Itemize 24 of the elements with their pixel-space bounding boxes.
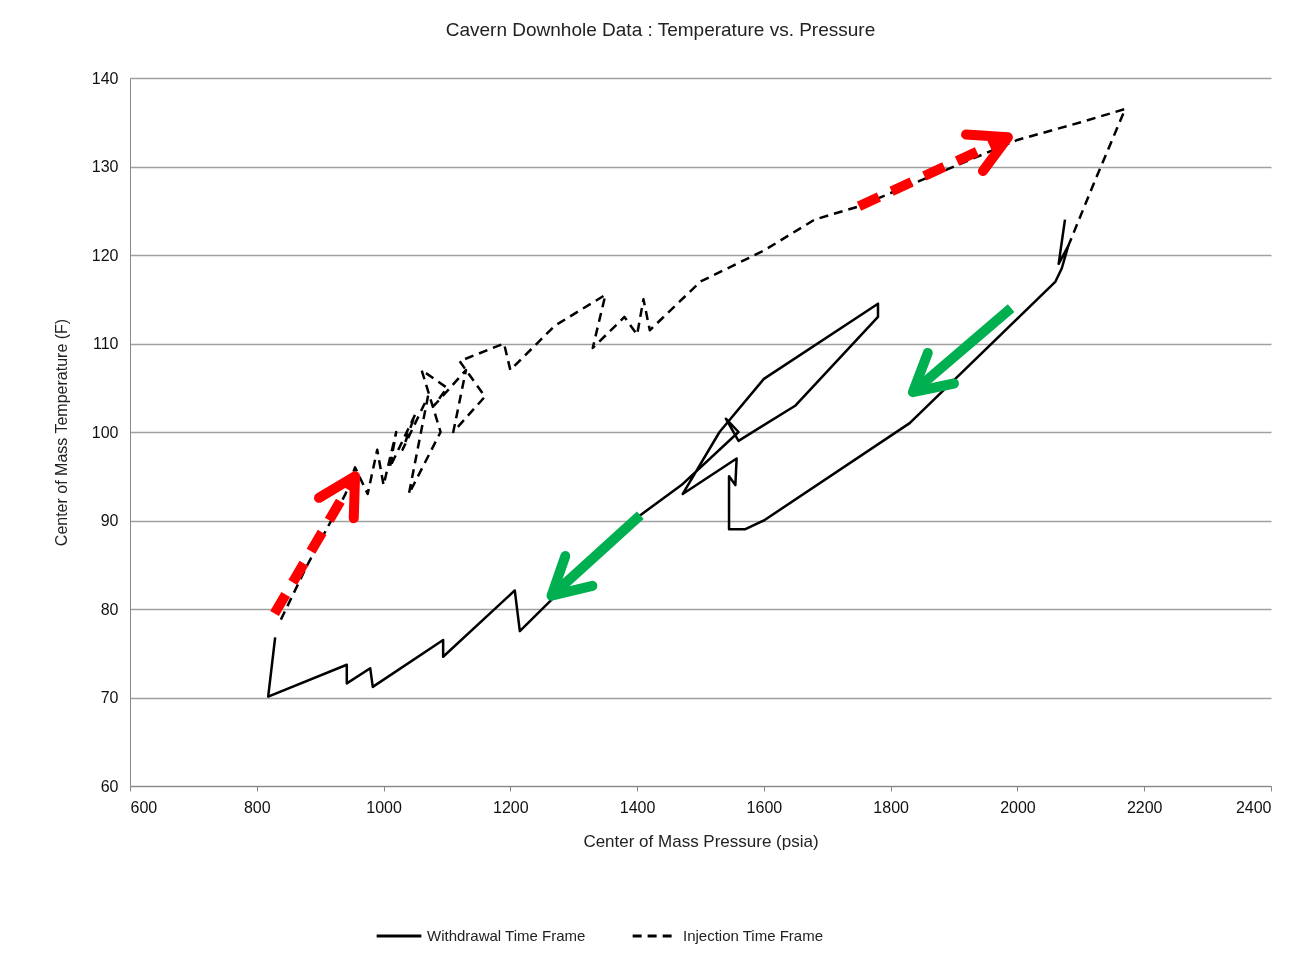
y-tick-label: 120 bbox=[91, 246, 119, 264]
x-tick-label: 1400 bbox=[619, 798, 656, 816]
x-tick-label: 2400 bbox=[1235, 798, 1272, 816]
x-tick-label: 2200 bbox=[1126, 798, 1163, 816]
x-axis-title: Center of Mass Pressure (psia) bbox=[583, 831, 819, 851]
x-tick-label: 1000 bbox=[366, 798, 402, 816]
y-tick-label: 130 bbox=[91, 158, 119, 175]
chart-title: Cavern Downhole Data : Temperature vs. Pressure bbox=[445, 19, 876, 40]
x-tick-label: 1800 bbox=[873, 798, 910, 816]
y-tick-label: 60 bbox=[100, 777, 119, 795]
x-tick-label: 800 bbox=[243, 798, 271, 816]
y-tick-label: 110 bbox=[92, 335, 119, 352]
y-axis-title: Center of Mass Temperature (F) bbox=[52, 318, 70, 547]
y-tick-label: 100 bbox=[91, 423, 119, 441]
x-tick-label: 2000 bbox=[1000, 798, 1036, 816]
x-tick-label: 600 bbox=[130, 798, 158, 816]
y-tick-label: 80 bbox=[100, 600, 119, 618]
y-tick-label: 90 bbox=[100, 512, 119, 529]
y-tick-label: 140 bbox=[91, 69, 119, 87]
x-tick-label: 1600 bbox=[746, 798, 783, 816]
y-tick-label: 70 bbox=[100, 689, 119, 706]
legend-label: Injection Time Frame bbox=[683, 927, 824, 944]
legend-label: Withdrawal Time Frame bbox=[427, 927, 586, 944]
x-tick-label: 1200 bbox=[493, 798, 529, 816]
